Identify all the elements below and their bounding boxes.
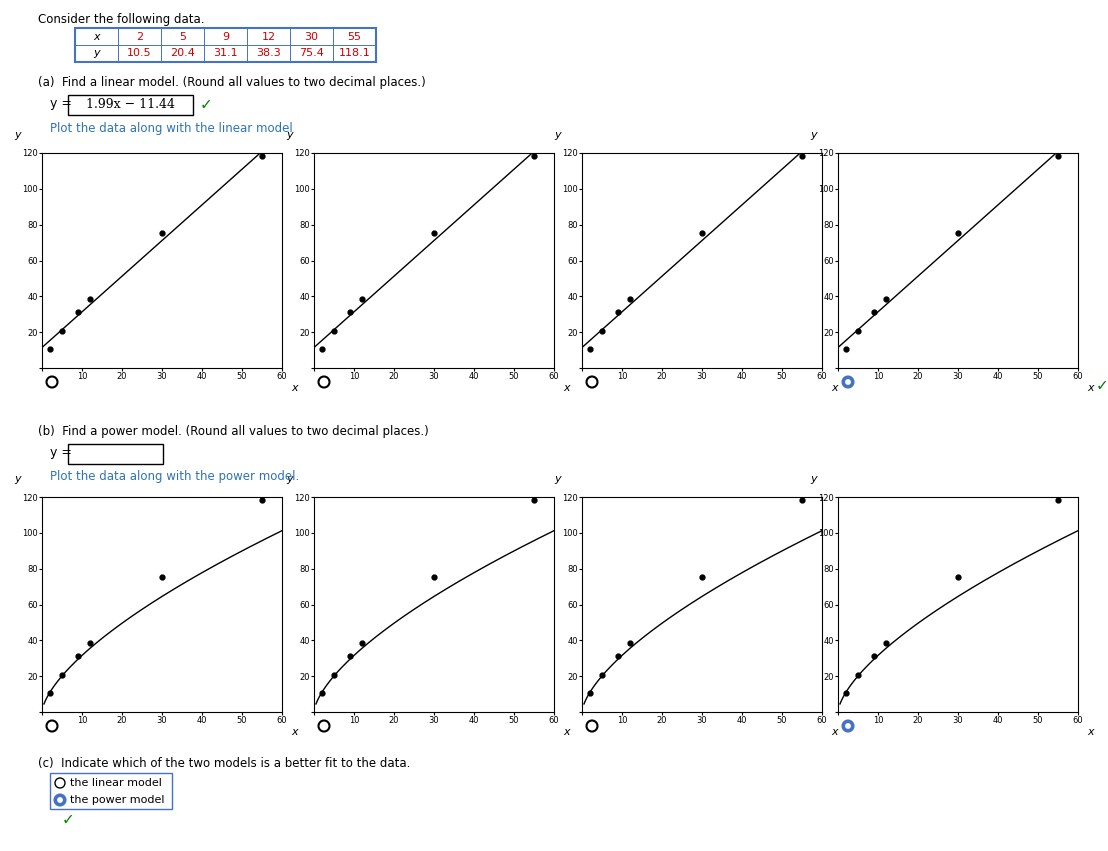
Text: x: x bbox=[564, 727, 571, 737]
Circle shape bbox=[58, 797, 62, 802]
Circle shape bbox=[586, 721, 597, 732]
Text: the linear model: the linear model bbox=[70, 778, 162, 788]
Text: 9: 9 bbox=[222, 31, 229, 42]
Text: Plot the data along with the power model.: Plot the data along with the power model… bbox=[50, 470, 299, 483]
Text: 118.1: 118.1 bbox=[339, 49, 370, 59]
Text: Consider the following data.: Consider the following data. bbox=[38, 13, 205, 26]
Text: 55: 55 bbox=[348, 31, 361, 42]
Text: y: y bbox=[93, 49, 100, 59]
Text: 2: 2 bbox=[136, 31, 143, 42]
Text: x: x bbox=[564, 383, 571, 393]
Circle shape bbox=[318, 721, 329, 732]
Text: 38.3: 38.3 bbox=[256, 49, 280, 59]
Text: y: y bbox=[811, 474, 818, 484]
Text: the power model: the power model bbox=[70, 795, 164, 805]
Circle shape bbox=[845, 380, 850, 384]
Text: 75.4: 75.4 bbox=[299, 49, 324, 59]
Text: y: y bbox=[555, 130, 562, 140]
Text: Plot the data along with the linear model: Plot the data along with the linear mode… bbox=[50, 122, 293, 135]
Text: x: x bbox=[1088, 727, 1095, 737]
Text: (c)  Indicate which of the two models is a better fit to the data.: (c) Indicate which of the two models is … bbox=[38, 757, 410, 770]
Circle shape bbox=[586, 376, 597, 387]
Circle shape bbox=[55, 778, 65, 788]
Text: x: x bbox=[1088, 383, 1095, 393]
Text: x: x bbox=[832, 383, 839, 393]
Text: 5: 5 bbox=[179, 31, 186, 42]
Bar bbox=[75, 28, 376, 62]
Circle shape bbox=[842, 721, 853, 732]
Text: y: y bbox=[14, 474, 21, 484]
Text: x: x bbox=[832, 727, 839, 737]
Text: ✓: ✓ bbox=[62, 812, 74, 827]
Circle shape bbox=[842, 376, 853, 387]
Text: y =: y = bbox=[50, 97, 72, 110]
Text: y: y bbox=[287, 130, 294, 140]
Text: x: x bbox=[291, 727, 298, 737]
Text: 12: 12 bbox=[261, 31, 276, 42]
Text: y: y bbox=[811, 130, 818, 140]
Circle shape bbox=[845, 724, 850, 728]
Text: ✓: ✓ bbox=[1096, 378, 1108, 393]
Text: y: y bbox=[287, 474, 294, 484]
Circle shape bbox=[54, 795, 65, 806]
Text: x: x bbox=[291, 383, 298, 393]
Text: 30: 30 bbox=[305, 31, 318, 42]
Circle shape bbox=[47, 721, 58, 732]
Text: y =: y = bbox=[50, 446, 72, 459]
Text: 31.1: 31.1 bbox=[213, 49, 238, 59]
Bar bbox=[50, 773, 172, 809]
Text: 10.5: 10.5 bbox=[127, 49, 152, 59]
Text: (b)  Find a power model. (Round all values to two decimal places.): (b) Find a power model. (Round all value… bbox=[38, 425, 429, 438]
Text: ✓: ✓ bbox=[201, 97, 213, 112]
Text: x: x bbox=[93, 31, 100, 42]
Text: 20.4: 20.4 bbox=[170, 49, 195, 59]
Bar bbox=[68, 95, 193, 115]
Text: (a)  Find a linear model. (Round all values to two decimal places.): (a) Find a linear model. (Round all valu… bbox=[38, 76, 425, 89]
Text: 1.99x − 11.44: 1.99x − 11.44 bbox=[85, 99, 174, 111]
Text: y: y bbox=[14, 130, 21, 140]
Bar bbox=[68, 444, 163, 464]
Text: y: y bbox=[555, 474, 562, 484]
Circle shape bbox=[318, 376, 329, 387]
Circle shape bbox=[47, 376, 58, 387]
